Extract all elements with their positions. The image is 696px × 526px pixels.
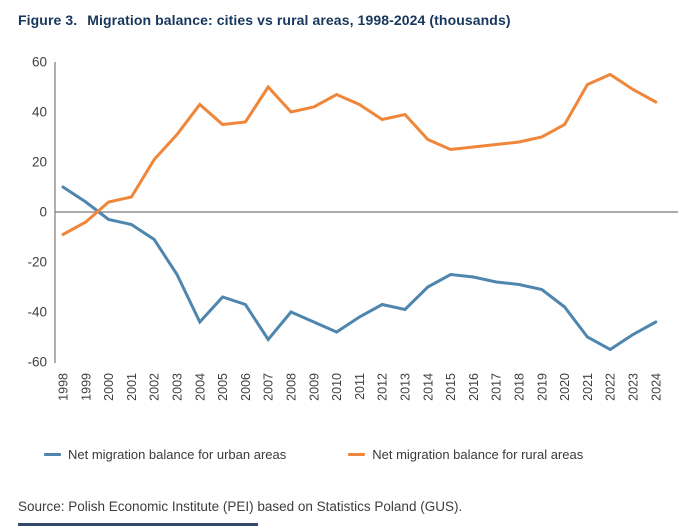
x-tick-label: 2013 [399,373,413,401]
x-tick-label: 2022 [604,373,618,401]
figure-title: Figure 3. Migration balance: cities vs ru… [18,12,678,28]
y-tick-label: 20 [32,155,47,170]
rural-line-swatch-icon [348,453,366,456]
x-tick-label: 2002 [148,373,162,401]
x-tick-label: 2010 [330,373,344,401]
x-tick-label: 2017 [490,373,504,401]
x-tick-label: 1999 [79,373,93,401]
x-tick-label: 2005 [216,373,230,401]
source-note: Source: Polish Economic Institute (PEI) … [18,499,463,514]
footer-divider [18,523,258,526]
legend-item-urban: Net migration balance for urban areas [44,447,286,462]
chart-canvas: 60 40 20 0 -20 -40 -60 1998 1999 2000 2001 2002 2003… [27,55,678,401]
x-tick-label: 2020 [558,373,572,401]
x-tick-label: 2016 [467,373,481,401]
chart-legend: Net migration balance for urban areas Ne… [44,447,583,462]
x-tick-label: 2019 [535,373,549,401]
x-tick-label: 2001 [125,373,139,401]
y-tick-label: -60 [27,355,47,370]
urban-series-line [61,185,658,352]
y-tick-label: 0 [39,205,47,220]
x-tick-label: 2014 [421,373,435,401]
x-tick-label: 2003 [171,373,185,401]
x-tick-label: 2007 [262,373,276,401]
y-tick-label: -20 [27,255,47,270]
figure-number: Figure 3. [18,12,78,28]
x-tick-label: 2018 [513,373,527,401]
legend-item-rural: Net migration balance for rural areas [348,447,583,462]
x-tick-label: 2000 [102,373,116,401]
x-tick-label: 2012 [376,373,390,401]
x-tick-label: 2023 [627,373,641,401]
y-tick-label: 40 [32,105,47,120]
x-tick-label: 2006 [239,373,253,401]
rural-series-line [61,72,658,236]
x-tick-label: 2011 [353,373,367,400]
figure-title-text: Migration balance: cities vs rural areas… [87,12,511,28]
x-tick-label: 2021 [581,373,595,401]
x-tick-label: 2004 [193,373,207,401]
urban-line-swatch-icon [44,453,61,456]
x-tick-label: 2015 [444,373,458,401]
y-tick-label: -40 [27,305,47,320]
legend-label-rural: Net migration balance for rural areas [372,447,584,462]
x-tick-label: 2024 [649,373,663,401]
x-tick-label: 2008 [285,373,299,401]
y-tick-label: 60 [32,55,47,70]
x-tick-label: 2009 [307,373,321,401]
legend-label-urban: Net migration balance for urban areas [68,447,287,462]
x-tick-label: 1998 [57,373,71,401]
